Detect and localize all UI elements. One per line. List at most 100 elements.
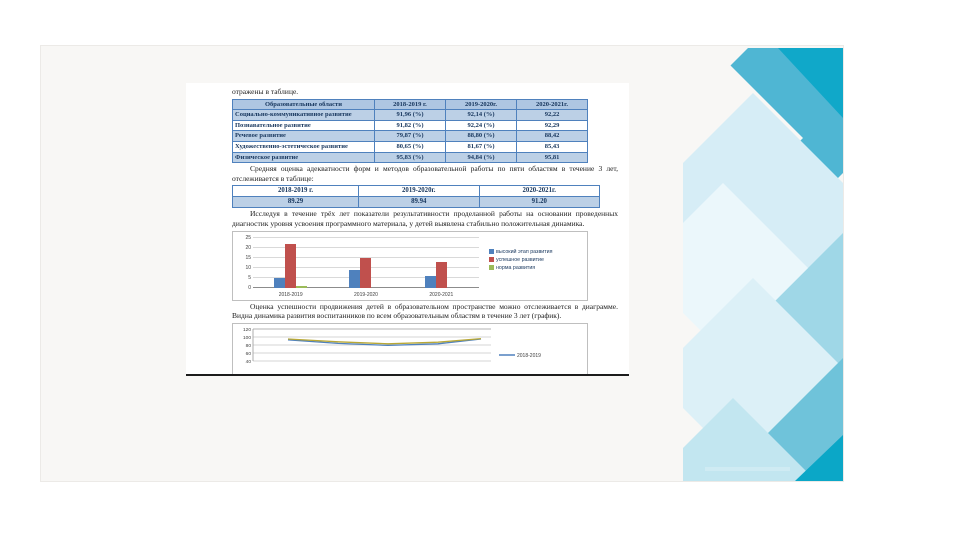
bar	[435, 261, 447, 288]
area-label-cell: Художественно-эстетическое развитие	[232, 140, 375, 153]
y-tick-label: 5	[248, 274, 251, 281]
y-tick-label: 10	[245, 264, 251, 271]
legend-item: норма развития	[489, 265, 585, 271]
gridline	[253, 236, 479, 238]
area-label-cell: Физическое развитие	[232, 151, 375, 164]
value-cell: 92,24 (%)	[445, 119, 517, 132]
bar-group	[328, 238, 403, 288]
value-cell: 95,83 (%)	[374, 151, 446, 164]
line-chart: 120 100 80 60 40 2018-2019	[232, 322, 588, 374]
legend-label: 2018-2019	[517, 353, 541, 359]
results-table-row: Речевое развитие 79,87 (%) 88,80 (%) 88,42	[232, 130, 588, 142]
value-cell: 95,81	[516, 151, 588, 164]
value-cell: 88,80 (%)	[445, 130, 517, 142]
y-tick-label: 80	[246, 343, 252, 349]
paragraph-average-score: Средняя оценка адекватности форм и метод…	[232, 164, 618, 183]
bar-chart-x-labels: 2018-2019 2019-2020 2020-2021	[253, 292, 479, 298]
results-table-head: Образовательные области 2018-2019 г. 2019-…	[232, 98, 588, 111]
results-table-body: Социально-коммуникативное развитие 91,96 …	[232, 109, 588, 164]
y-tick-label: 40	[246, 359, 252, 365]
document-page: отражены в таблице. Образовательные обла…	[186, 83, 629, 376]
value-cell: 85,43	[516, 140, 588, 153]
results-table-header-row: Образовательные области 2018-2019 г. 2019-…	[232, 98, 588, 111]
legend-swatch	[489, 257, 494, 263]
results-table-row: Физическое развитие 95,83 (%) 94,84 (%) 95,…	[232, 151, 588, 164]
results-table-header-cell: 2018-2019 г.	[374, 98, 446, 111]
value-cell: 88,42	[516, 130, 588, 142]
bar	[274, 277, 286, 288]
x-tick-label: 2018-2019	[278, 291, 303, 298]
bar-chart-bars	[253, 238, 479, 288]
value-cell: 91,96 (%)	[374, 109, 446, 121]
bar-group	[253, 238, 328, 288]
intro-line: отражены в таблице.	[232, 87, 299, 96]
legend-item: высокий этап развития	[489, 249, 585, 255]
legend-swatch	[489, 265, 494, 271]
results-table-row: Художественно-эстетическое развитие 80,65…	[232, 140, 588, 153]
legend-item: успешное развитие	[489, 257, 585, 263]
results-table-row: Социально-коммуникативное развитие 91,96 …	[232, 109, 588, 121]
results-table-header-cell: 2020-2021г.	[516, 98, 588, 111]
value-cell: 92,14 (%)	[445, 109, 517, 121]
bar	[349, 269, 361, 288]
paragraph-dynamics: Исследуя в течение трёх лет показатели р…	[232, 209, 618, 228]
deco-diamond	[683, 398, 813, 481]
slide: отражены в таблице. Образовательные обла…	[40, 45, 844, 482]
bar	[424, 275, 436, 288]
average-table-head: 2018-2019 г. 2019-2020г. 2020-2021г.	[231, 185, 601, 198]
value-cell: 91,82 (%)	[374, 119, 446, 132]
results-table: Образовательные области 2018-2019 г. 2019-…	[232, 98, 588, 164]
value-cell: 94,84 (%)	[445, 151, 517, 164]
y-tick-label: 100	[243, 335, 251, 341]
y-tick-label: 25	[245, 234, 251, 241]
deco-diamond	[683, 183, 808, 353]
bar	[285, 243, 297, 288]
area-label-cell: Социально-коммуникативное развитие	[232, 109, 375, 121]
x-tick-label: 2019-2020	[354, 291, 378, 298]
average-table-header-cell: 2020-2021г.	[478, 185, 601, 198]
average-table-header-row: 2018-2019 г. 2019-2020г. 2020-2021г.	[231, 185, 601, 198]
average-table-header-cell: 2019-2020г.	[358, 185, 480, 198]
results-table-header-cell: 2019-2020г.	[445, 98, 517, 111]
bar	[296, 285, 308, 288]
legend-swatch	[489, 249, 494, 255]
gridline	[253, 256, 479, 258]
deco-corner-triangle	[795, 435, 843, 481]
legend-label: норма развития	[496, 264, 536, 271]
area-label-cell: Познавательное развитие	[232, 119, 375, 132]
y-tick-label: 120	[243, 327, 251, 333]
y-tick-label: 15	[245, 254, 251, 261]
bar-chart-legend: высокий этап развития успешное развитие но…	[489, 247, 585, 273]
y-tick-label: 20	[245, 244, 251, 251]
value-cell: 92,29	[516, 119, 588, 132]
deco-corner-triangle	[778, 48, 843, 118]
average-table: 2018-2019 г. 2019-2020г. 2020-2021г. 89.29…	[231, 185, 601, 209]
average-value-cell: 91.20	[478, 196, 601, 209]
series-line	[287, 337, 482, 345]
x-tick-label: 2020-2021	[429, 291, 454, 298]
legend-label: высокий этап развития	[496, 248, 553, 255]
value-cell: 80,65 (%)	[374, 140, 446, 153]
value-cell: 81,67 (%)	[445, 140, 517, 153]
results-table-header-cell: Образовательные области	[232, 98, 375, 111]
value-cell: 79,87 (%)	[374, 130, 446, 142]
line-chart-svg: 120 100 80 60 40 2018-2019	[243, 327, 541, 365]
paragraph-progress: Оценка успешности продвижения детей в об…	[232, 301, 618, 321]
bar-chart: 0 5 10 15 20 25 2018-2019 2019-2020 2020-2021 в…	[232, 230, 588, 301]
legend-label: успешное развитие	[496, 256, 544, 263]
average-value-cell: 89.29	[231, 196, 360, 209]
bar	[360, 257, 372, 288]
series-line	[287, 338, 482, 346]
average-table-value-row: 89.29 89.94 91.20	[231, 196, 601, 209]
y-tick-label: 60	[246, 351, 252, 357]
facet-chevron-decoration	[683, 48, 843, 481]
value-cell: 92,22	[516, 109, 588, 121]
watermark-text	[705, 467, 790, 471]
bar-group	[404, 238, 479, 288]
y-tick-label: 0	[248, 284, 251, 291]
average-value-cell: 89.94	[358, 196, 480, 209]
gridline	[253, 246, 479, 248]
average-table-body: 89.29 89.94 91.20	[231, 196, 601, 209]
average-table-header-cell: 2018-2019 г.	[231, 185, 360, 198]
